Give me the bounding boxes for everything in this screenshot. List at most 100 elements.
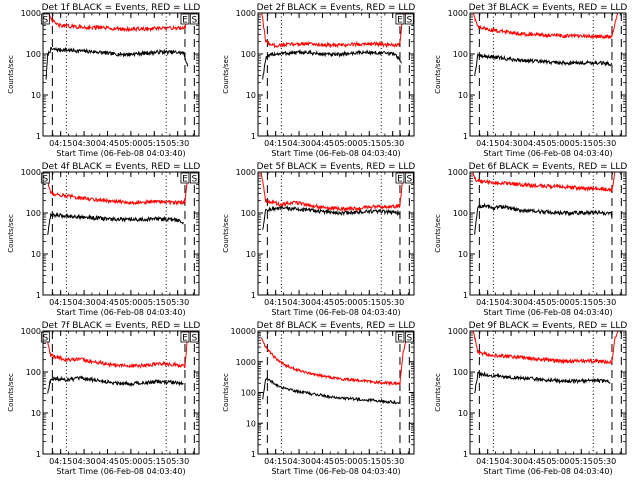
x-tick-label: 05:00 bbox=[546, 139, 569, 148]
y-tick-label: 1 bbox=[251, 450, 256, 459]
x-tick-label: 04:15 bbox=[476, 139, 499, 148]
plot-area bbox=[45, 13, 195, 136]
y-axis-label: Counts/sec bbox=[7, 214, 15, 253]
x-tick-label: 04:15 bbox=[476, 298, 499, 307]
detector-panel-4: Det 4f BLACK = Events, RED = LLD Counts/s… bbox=[7, 162, 200, 317]
x-axis-label: Start Time (06-Feb-08 04:03:40) bbox=[271, 149, 400, 158]
lld-series-line bbox=[260, 337, 407, 387]
y-tick-label: 1 bbox=[36, 450, 41, 459]
y-tick-label: 10 bbox=[31, 250, 41, 259]
lld-series-line bbox=[472, 172, 616, 193]
x-tick-label: 05:30 bbox=[166, 457, 189, 466]
lld-series-line bbox=[45, 13, 192, 33]
marker-e: E bbox=[180, 331, 190, 344]
lld-series-line bbox=[260, 172, 407, 212]
marker-s: S bbox=[404, 331, 414, 344]
y-tick-label: 10000 bbox=[231, 327, 256, 336]
plot-area bbox=[260, 172, 410, 295]
x-tick-label: 04:45 bbox=[96, 298, 119, 307]
x-tick-label: 05:30 bbox=[593, 139, 616, 148]
x-tick-label: 05:00 bbox=[546, 457, 569, 466]
x-axis-label: Start Time (06-Feb-08 04:03:40) bbox=[271, 308, 400, 317]
x-tick-label: 05:00 bbox=[119, 457, 142, 466]
x-tick-label: 04:15 bbox=[264, 298, 287, 307]
axes-frame bbox=[257, 12, 415, 137]
marker-e: E bbox=[180, 172, 190, 185]
plot-area bbox=[45, 172, 195, 295]
x-tick-label: 05:15 bbox=[358, 457, 381, 466]
x-tick-label: 04:30 bbox=[73, 298, 96, 307]
x-tick-label: 05:15 bbox=[143, 139, 166, 148]
x-axis-label: Start Time (06-Feb-08 04:03:40) bbox=[56, 308, 185, 317]
x-axis-label: Start Time (06-Feb-08 04:03:40) bbox=[56, 149, 185, 158]
y-tick-label: 100 bbox=[26, 209, 41, 218]
detector-panel-7: Det 7f BLACK = Events, RED = LLD Counts/s… bbox=[7, 321, 200, 476]
y-tick-label: 1 bbox=[36, 132, 41, 141]
svg-text:E: E bbox=[182, 175, 188, 185]
plot-area bbox=[472, 172, 622, 295]
svg-text:S: S bbox=[42, 175, 48, 185]
plot-area bbox=[260, 13, 410, 136]
marker-s: S bbox=[189, 172, 199, 185]
detector-panel-1: Det 1f BLACK = Events, RED = LLD Counts/s… bbox=[7, 3, 200, 158]
y-tick-label: 1000 bbox=[236, 9, 256, 18]
axes-frame bbox=[469, 12, 627, 137]
x-tick-label: 05:15 bbox=[143, 298, 166, 307]
x-tick-label: 05:30 bbox=[381, 457, 404, 466]
svg-text:E: E bbox=[182, 16, 188, 26]
x-tick-label: 05:00 bbox=[334, 139, 357, 148]
x-tick-label: 04:30 bbox=[288, 139, 311, 148]
events-series-line bbox=[474, 371, 611, 394]
events-series-line bbox=[47, 374, 184, 394]
y-tick-label: 1000 bbox=[236, 358, 256, 367]
y-tick-label: 100 bbox=[241, 50, 256, 59]
events-series-line bbox=[474, 52, 613, 77]
y-tick-label: 10 bbox=[246, 419, 256, 428]
y-tick-label: 10 bbox=[458, 409, 468, 418]
x-tick-label: 04:30 bbox=[500, 298, 523, 307]
y-tick-label: 10 bbox=[31, 91, 41, 100]
x-tick-label: 05:30 bbox=[381, 298, 404, 307]
x-tick-label: 04:45 bbox=[523, 139, 546, 148]
x-tick-label: 05:00 bbox=[334, 298, 357, 307]
panel-title: Det 6f BLACK = Events, RED = LLD bbox=[469, 162, 628, 172]
events-series-line bbox=[262, 205, 401, 230]
svg-text:E: E bbox=[397, 175, 403, 185]
plot-area bbox=[45, 331, 195, 454]
marker-s: S bbox=[404, 172, 414, 185]
y-axis-label: Counts/sec bbox=[222, 373, 230, 412]
marker-e: E bbox=[395, 331, 405, 344]
x-tick-label: 04:15 bbox=[476, 457, 499, 466]
panel-title: Det 4f BLACK = Events, RED = LLD bbox=[42, 162, 201, 172]
panel-title: Det 9f BLACK = Events, RED = LLD bbox=[469, 321, 628, 331]
plot-area bbox=[472, 331, 622, 454]
y-tick-label: 1000 bbox=[21, 327, 41, 336]
detector-panel-6: Det 6f BLACK = Events, RED = LLD Counts/s… bbox=[434, 162, 627, 317]
x-axis-label: Start Time (06-Feb-08 04:03:40) bbox=[56, 467, 185, 476]
svg-text:S: S bbox=[191, 334, 197, 344]
x-tick-label: 05:30 bbox=[381, 139, 404, 148]
x-tick-label: 05:00 bbox=[546, 298, 569, 307]
marker-s: S bbox=[40, 331, 50, 344]
x-axis-label: Start Time (06-Feb-08 04:03:40) bbox=[483, 467, 612, 476]
x-tick-label: 05:00 bbox=[334, 457, 357, 466]
detector-panel-8: Det 8f BLACK = Events, RED = LLD Counts/s… bbox=[222, 321, 415, 476]
x-tick-label: 04:30 bbox=[288, 457, 311, 466]
y-tick-label: 1 bbox=[463, 450, 468, 459]
x-tick-label: 04:15 bbox=[49, 457, 72, 466]
lld-series-line bbox=[473, 13, 619, 40]
plot-area bbox=[260, 331, 410, 454]
panel-title: Det 5f BLACK = Events, RED = LLD bbox=[257, 162, 416, 172]
marker-e: E bbox=[395, 172, 405, 185]
x-axis-label: Start Time (06-Feb-08 04:03:40) bbox=[483, 308, 612, 317]
marker-s: S bbox=[189, 331, 199, 344]
y-axis-label: Counts/sec bbox=[7, 55, 15, 94]
svg-text:E: E bbox=[397, 334, 403, 344]
y-axis-label: Counts/sec bbox=[222, 55, 230, 94]
x-tick-label: 04:30 bbox=[500, 139, 523, 148]
y-tick-label: 1000 bbox=[448, 9, 468, 18]
x-tick-label: 04:15 bbox=[264, 139, 287, 148]
axes-frame bbox=[469, 171, 627, 296]
svg-text:S: S bbox=[191, 175, 197, 185]
